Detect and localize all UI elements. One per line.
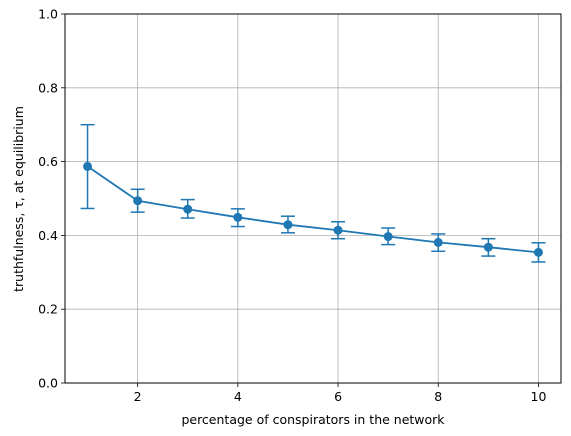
y-tick-label: 0.6 — [38, 154, 58, 169]
data-point — [83, 162, 92, 171]
data-point — [233, 213, 242, 222]
y-tick-label: 0.0 — [38, 376, 58, 391]
ticks: 2 4 6 8 10 0.0 0.2 0.4 0.6 0.8 1.0 — [38, 7, 546, 405]
series — [81, 125, 546, 262]
data-point — [334, 226, 343, 235]
x-tick-label: 10 — [531, 389, 547, 404]
data-point — [133, 196, 142, 205]
data-point — [534, 248, 543, 257]
y-tick-label: 0.8 — [38, 80, 58, 95]
data-point — [283, 220, 292, 229]
data-point — [384, 232, 393, 241]
x-tick-label: 2 — [134, 389, 142, 404]
data-point — [183, 205, 192, 214]
y-axis-label: truthfulness, τ, at equilibrium — [11, 106, 26, 292]
x-axis-label: percentage of conspirators in the networ… — [181, 412, 445, 427]
y-tick-label: 1.0 — [38, 7, 58, 22]
x-tick-label: 6 — [334, 389, 342, 404]
x-tick-label: 4 — [234, 389, 242, 404]
data-point — [434, 238, 443, 247]
data-point — [484, 243, 493, 252]
series-line — [88, 166, 539, 252]
x-tick-label: 8 — [434, 389, 442, 404]
y-tick-label: 0.2 — [38, 302, 58, 317]
y-tick-label: 0.4 — [38, 228, 58, 243]
